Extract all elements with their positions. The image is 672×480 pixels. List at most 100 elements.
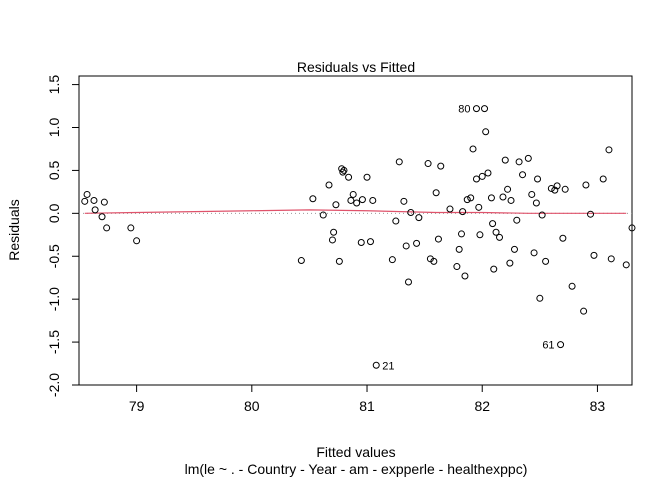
residual-point	[484, 169, 492, 177]
residual-point	[455, 245, 463, 253]
smoother-line	[84, 209, 627, 214]
residual-point	[536, 294, 544, 302]
residual-point	[463, 196, 471, 204]
residual-point	[489, 220, 497, 228]
residual-point	[528, 190, 536, 198]
residual-point	[83, 190, 91, 198]
point-labels: 21 61 80	[382, 104, 554, 373]
residual-points	[81, 105, 636, 369]
residual-point	[407, 208, 415, 216]
model-formula-subtitle: lm(le ~ . - Country - Year - am - expper…	[185, 461, 528, 477]
residual-point	[446, 205, 454, 213]
residual-point	[504, 185, 512, 193]
outlier-label: 21	[382, 360, 394, 372]
chart-title: Residuals vs Fitted	[297, 59, 415, 75]
residual-point	[335, 257, 343, 265]
residual-point	[506, 259, 514, 267]
x-tick-label: 81	[359, 398, 375, 414]
residual-point	[339, 168, 347, 176]
residual-point	[587, 210, 595, 218]
residual-point	[100, 198, 108, 206]
outlier-point	[557, 341, 565, 349]
residual-point	[515, 158, 523, 166]
residual-point	[605, 146, 613, 154]
residual-point	[481, 105, 489, 113]
residual-point	[133, 237, 141, 245]
residual-point	[430, 257, 438, 265]
residual-point	[532, 199, 540, 207]
residual-point	[309, 195, 317, 203]
residual-point	[395, 158, 403, 166]
residual-point	[98, 213, 106, 221]
outlier-point	[372, 361, 380, 369]
y-tick-label: 0.0	[46, 203, 62, 223]
residual-point	[472, 175, 480, 183]
residual-point	[542, 257, 550, 265]
residual-point	[499, 193, 507, 201]
residual-point	[340, 166, 348, 174]
residual-point	[590, 251, 598, 259]
residual-point	[437, 162, 445, 170]
residual-point	[328, 236, 336, 244]
y-tick-label: -2.0	[46, 373, 62, 397]
residual-point	[332, 201, 340, 209]
residual-point	[482, 128, 490, 136]
residual-point	[467, 194, 475, 202]
residual-point	[568, 282, 576, 290]
x-tick-label: 80	[244, 398, 260, 414]
residual-point	[524, 154, 532, 162]
residual-point	[622, 261, 630, 269]
residual-point	[580, 307, 588, 315]
residual-point	[347, 196, 355, 204]
y-axis: -2.0 -1.5 -1.0 -0.5 0.0 0.5 1.0 1.5	[46, 75, 80, 397]
y-tick-label: -1.0	[46, 287, 62, 311]
residual-point	[366, 238, 374, 246]
residual-point	[81, 197, 89, 205]
residual-point	[424, 160, 432, 168]
residual-point	[325, 181, 333, 189]
residual-point	[607, 255, 615, 263]
residual-point	[519, 171, 527, 179]
residual-point	[402, 242, 410, 250]
residual-point	[319, 211, 327, 219]
y-tick-label: -0.5	[46, 244, 62, 268]
residual-point	[507, 196, 515, 204]
residual-point	[357, 239, 365, 247]
residual-point	[459, 208, 467, 216]
y-tick-label: 1.5	[46, 75, 62, 95]
outlier-point	[472, 105, 480, 113]
y-tick-label: 1.0	[46, 118, 62, 138]
x-axis: 79 80 81 82 83	[129, 384, 606, 414]
y-axis-label: Residuals	[6, 199, 22, 260]
residual-point	[353, 199, 361, 207]
residual-point	[547, 184, 555, 192]
residual-point	[475, 203, 483, 211]
residual-point	[415, 214, 423, 222]
residual-point	[358, 196, 366, 204]
residual-point	[478, 172, 486, 180]
x-tick-label: 82	[474, 398, 490, 414]
residual-point	[297, 257, 305, 265]
residual-point	[103, 224, 111, 232]
residual-point	[330, 228, 338, 236]
residual-point	[559, 234, 567, 242]
residual-point	[413, 239, 421, 247]
outlier-label: 80	[458, 104, 470, 116]
residual-point	[476, 231, 484, 239]
residual-point	[490, 265, 498, 273]
residual-point	[345, 173, 353, 181]
residual-point	[400, 197, 408, 205]
residual-point	[91, 206, 99, 214]
residual-point	[461, 272, 469, 280]
residual-point	[457, 230, 465, 238]
x-axis-label: Fitted values	[316, 444, 395, 460]
x-tick-label: 83	[590, 398, 606, 414]
residual-point	[453, 263, 461, 271]
residual-point	[582, 181, 590, 189]
plot-frame	[78, 75, 633, 386]
residual-point	[530, 249, 538, 257]
residual-point	[90, 196, 98, 204]
y-tick-label: -1.5	[46, 330, 62, 354]
y-tick-label: 0.5	[46, 160, 62, 180]
